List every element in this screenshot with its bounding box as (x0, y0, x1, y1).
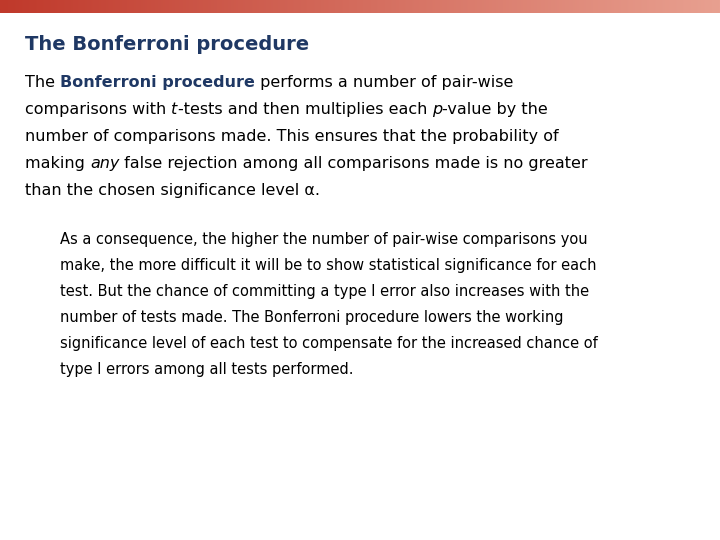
Text: performs a number of pair-wise: performs a number of pair-wise (255, 75, 513, 90)
Text: comparisons with: comparisons with (25, 102, 171, 117)
Text: As a consequence, the higher the number of pair-wise comparisons you: As a consequence, the higher the number … (60, 232, 588, 247)
Text: t: t (171, 102, 178, 117)
Text: significance level of each test to compensate for the increased chance of: significance level of each test to compe… (60, 336, 598, 351)
Text: -tests and then multiplies each: -tests and then multiplies each (178, 102, 432, 117)
Text: The Bonferroni procedure: The Bonferroni procedure (25, 35, 309, 54)
Text: than the chosen significance level α.: than the chosen significance level α. (25, 183, 320, 198)
Text: -value by the: -value by the (442, 102, 548, 117)
Text: making: making (25, 156, 90, 171)
Text: false rejection among all comparisons made is no greater: false rejection among all comparisons ma… (120, 156, 588, 171)
Text: any: any (90, 156, 120, 171)
Text: make, the more difficult it will be to show statistical significance for each: make, the more difficult it will be to s… (60, 258, 596, 273)
Text: type I errors among all tests performed.: type I errors among all tests performed. (60, 362, 354, 377)
Text: number of comparisons made. This ensures that the probability of: number of comparisons made. This ensures… (25, 129, 559, 144)
Text: The: The (25, 75, 60, 90)
Text: number of tests made. The Bonferroni procedure lowers the working: number of tests made. The Bonferroni pro… (60, 310, 564, 325)
Text: test. But the chance of committing a type I error also increases with the: test. But the chance of committing a typ… (60, 284, 589, 299)
Text: Bonferroni procedure: Bonferroni procedure (60, 75, 255, 90)
Text: p: p (432, 102, 442, 117)
